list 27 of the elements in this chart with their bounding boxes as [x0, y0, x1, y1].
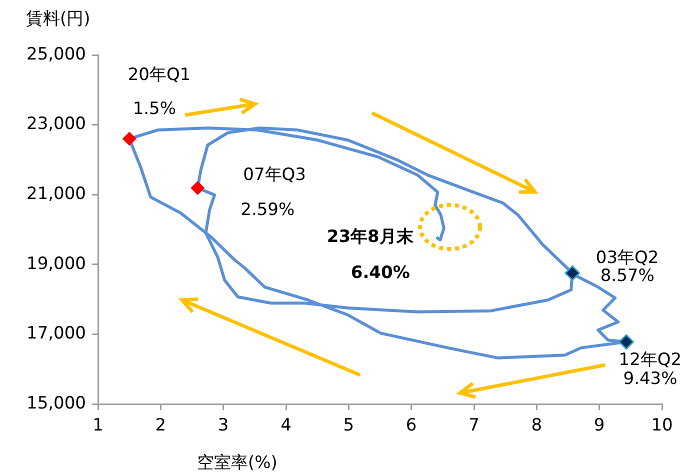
y-tick-label: 25,000 [26, 44, 86, 64]
y-tick-label: 21,000 [26, 184, 86, 204]
y-tick-label: 23,000 [26, 114, 86, 134]
x-tick-label: 3 [218, 416, 229, 436]
x-tick-label: 4 [280, 416, 292, 436]
x-tick-label: 10 [651, 416, 673, 436]
y-axis-title: 賃料(円) [26, 8, 90, 30]
x-tick-label: 2 [155, 416, 166, 436]
annotation: 20年Q1 1.5% [128, 64, 191, 119]
x-tick-label: 7 [468, 416, 480, 436]
x-axis-title: 空室率(%) [197, 452, 278, 474]
y-tick-label: 15,000 [26, 393, 86, 414]
point [564, 265, 580, 281]
annotation: 12年Q2 9.43% [618, 349, 682, 389]
x-tick-label: 8 [531, 416, 542, 436]
point [122, 132, 136, 146]
y-tick-label: 17,000 [26, 324, 86, 344]
annotation: 03年Q2 8.57% [596, 246, 659, 286]
x-tick-label: 9 [594, 416, 605, 436]
point [618, 334, 634, 350]
annotation: 07年Q3 2.59% [240, 164, 306, 220]
x-tick-label: 5 [343, 416, 354, 436]
x-tick-label: 6 [406, 416, 417, 436]
y-tick-label: 19,000 [26, 254, 86, 274]
point [190, 180, 205, 195]
annotation: 23年8月末 6.40% [326, 226, 414, 284]
x-tick-label: 1 [92, 416, 104, 436]
